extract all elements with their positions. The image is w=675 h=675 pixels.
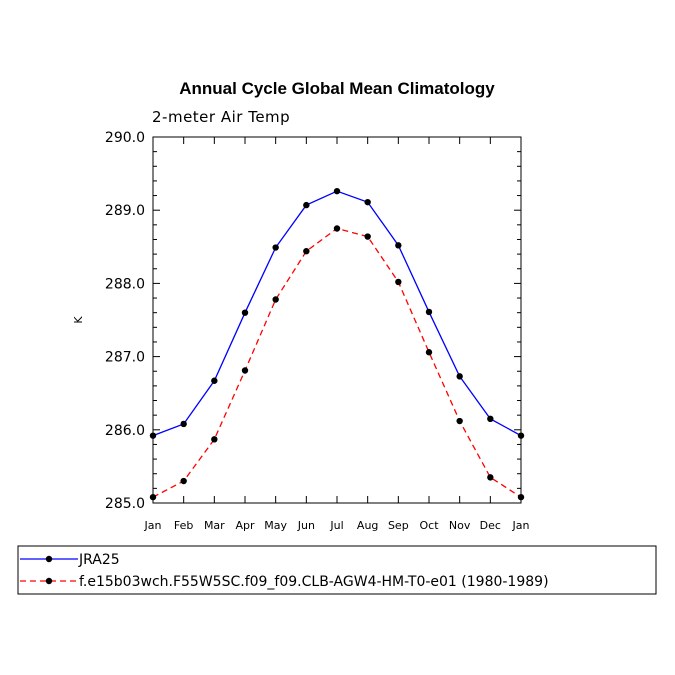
- x-tick-label: May: [264, 519, 287, 532]
- series-1-point: [456, 373, 463, 380]
- series-1-point: [180, 420, 187, 428]
- series-2-point: [517, 493, 525, 501]
- chart-title: Annual Cycle Global Mean Climatology: [179, 79, 495, 98]
- y-tick-label: 287.0: [105, 350, 145, 366]
- series-2-point: [241, 367, 249, 374]
- x-tick-label: Dec: [480, 519, 501, 532]
- legend-box: [17, 545, 657, 595]
- series-1-point: [241, 309, 249, 316]
- series-1-point: [517, 432, 525, 439]
- x-tick-label: Mar: [204, 519, 225, 532]
- x-tick-label: Jun: [297, 519, 315, 532]
- y-tick-label: 289.0: [105, 203, 145, 219]
- y-tick-label: 286.0: [105, 423, 145, 439]
- series-2-point: [333, 225, 341, 232]
- chart-subtitle: 2-meter Air Temp: [152, 108, 290, 126]
- series-line-2: [152, 227, 522, 498]
- series-1-point: [149, 432, 157, 439]
- series-2-point: [395, 278, 402, 286]
- series-1-point: [425, 308, 433, 316]
- y-tick-label: 288.0: [105, 276, 145, 292]
- x-tick-label: Aug: [357, 519, 378, 532]
- series-2-point: [487, 474, 494, 481]
- x-tick-label: Feb: [174, 519, 193, 532]
- x-tick-label: Sep: [388, 519, 409, 532]
- x-tick-label: Jan: [144, 519, 162, 532]
- series-1-point: [272, 244, 279, 251]
- legend-entry-2: f.e15b03wch.F55W5SC.f09_f09.CLB-AGW4-HM-…: [79, 574, 549, 590]
- series-2-point: [180, 477, 187, 485]
- series-1-point: [487, 415, 494, 423]
- legend-marker-2: [45, 577, 53, 585]
- legend-marker-1: [45, 555, 53, 563]
- series-1-point: [395, 242, 402, 249]
- series-1-point: [333, 187, 341, 195]
- series-1-point: [211, 377, 218, 384]
- series-2-point: [303, 247, 310, 255]
- x-tick-label: Jul: [329, 519, 343, 532]
- x-tick-label: Apr: [235, 519, 255, 532]
- series-2-point: [211, 436, 218, 443]
- legend-entry-1: JRA25: [78, 552, 120, 568]
- series-2-point: [272, 296, 279, 303]
- series-2-point: [425, 349, 433, 356]
- y-tick-label: 290.0: [105, 130, 145, 146]
- series-1-point: [303, 201, 310, 209]
- series-2-point: [149, 493, 157, 501]
- y-axis-label: K: [72, 316, 85, 324]
- x-tick-label: Jan: [512, 519, 530, 532]
- series-2-point: [364, 233, 371, 240]
- series-1-point: [364, 198, 371, 206]
- series-2-point: [456, 417, 463, 425]
- x-tick-label: Nov: [449, 519, 471, 532]
- y-tick-label: 285.0: [105, 496, 145, 512]
- x-tick-label: Oct: [419, 519, 439, 532]
